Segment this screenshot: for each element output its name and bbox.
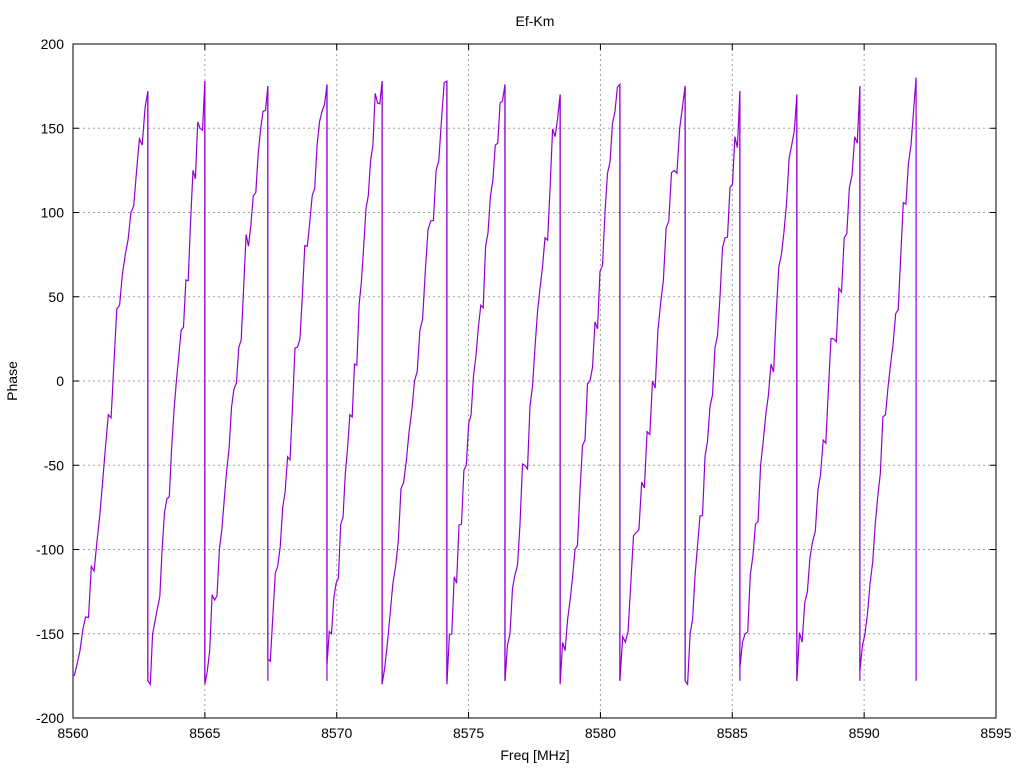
x-tick-label: 8560: [57, 725, 88, 741]
y-tick-label: 200: [41, 36, 65, 52]
y-tick-label: -100: [36, 542, 64, 558]
y-tick-label: -150: [36, 626, 64, 642]
series-line-ef-km: [73, 77, 917, 687]
x-tick-label: 8580: [585, 725, 616, 741]
y-tick-label: -50: [44, 457, 64, 473]
x-tick-label: 8590: [849, 725, 880, 741]
x-tick-label: 8565: [189, 725, 220, 741]
y-tick-label: 0: [56, 373, 64, 389]
y-tick-label: 50: [48, 289, 64, 305]
y-axis-label: Phase: [4, 361, 20, 401]
x-tick-label: 8575: [453, 725, 484, 741]
x-tick-label: 8585: [717, 725, 748, 741]
x-tick-label: 8595: [980, 725, 1011, 741]
chart-title: Ef-Km: [516, 13, 555, 29]
x-axis-label: Freq [MHz]: [500, 747, 569, 763]
y-tick-label: 100: [41, 205, 65, 221]
ticks: 8560 8565 8570 8575 8580 8585 8590 8595 -200 -150…: [36, 36, 1012, 741]
plot-area: [73, 77, 917, 687]
grid: [73, 44, 996, 718]
x-tick-label: 8570: [321, 725, 352, 741]
y-tick-label: 150: [41, 120, 65, 136]
y-tick-label: -200: [36, 710, 64, 726]
